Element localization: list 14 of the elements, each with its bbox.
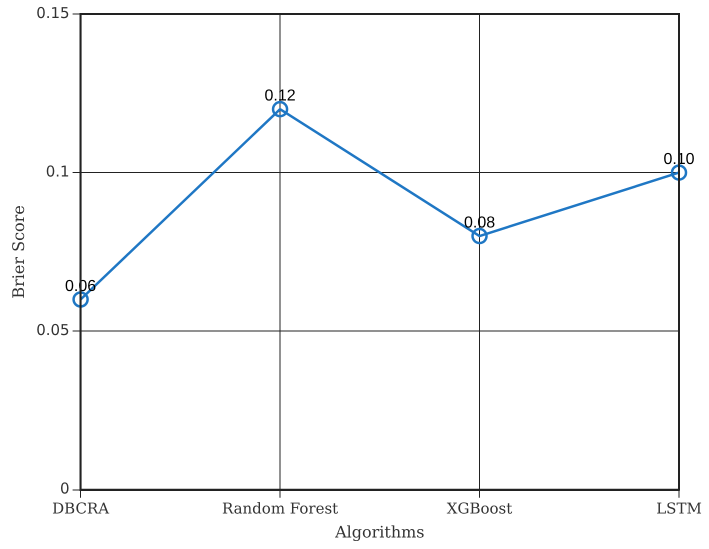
x-tick-label: Random Forest [222,500,338,518]
point [72,291,89,308]
y-tick-label: 0.15 [36,4,70,22]
x-tick-label: DBCRA [52,500,110,518]
y-tick-label: 0.1 [46,162,70,180]
y-tick-label: 0 [60,480,70,498]
point [272,100,288,118]
y-axis-title: Brier Score [8,205,28,299]
x-axis-title: Algorithms [334,522,425,542]
x-tick-label: LSTM [656,500,702,518]
point [471,228,488,244]
x-tick-label: XGBoost [446,500,512,518]
point [670,164,688,181]
y-tick-label: 0.05 [36,321,70,340]
